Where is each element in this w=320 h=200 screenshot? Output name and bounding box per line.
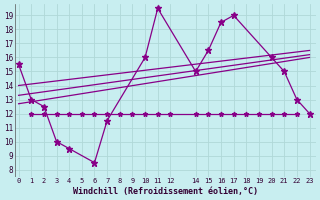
X-axis label: Windchill (Refroidissement éolien,°C): Windchill (Refroidissement éolien,°C) [73,187,258,196]
